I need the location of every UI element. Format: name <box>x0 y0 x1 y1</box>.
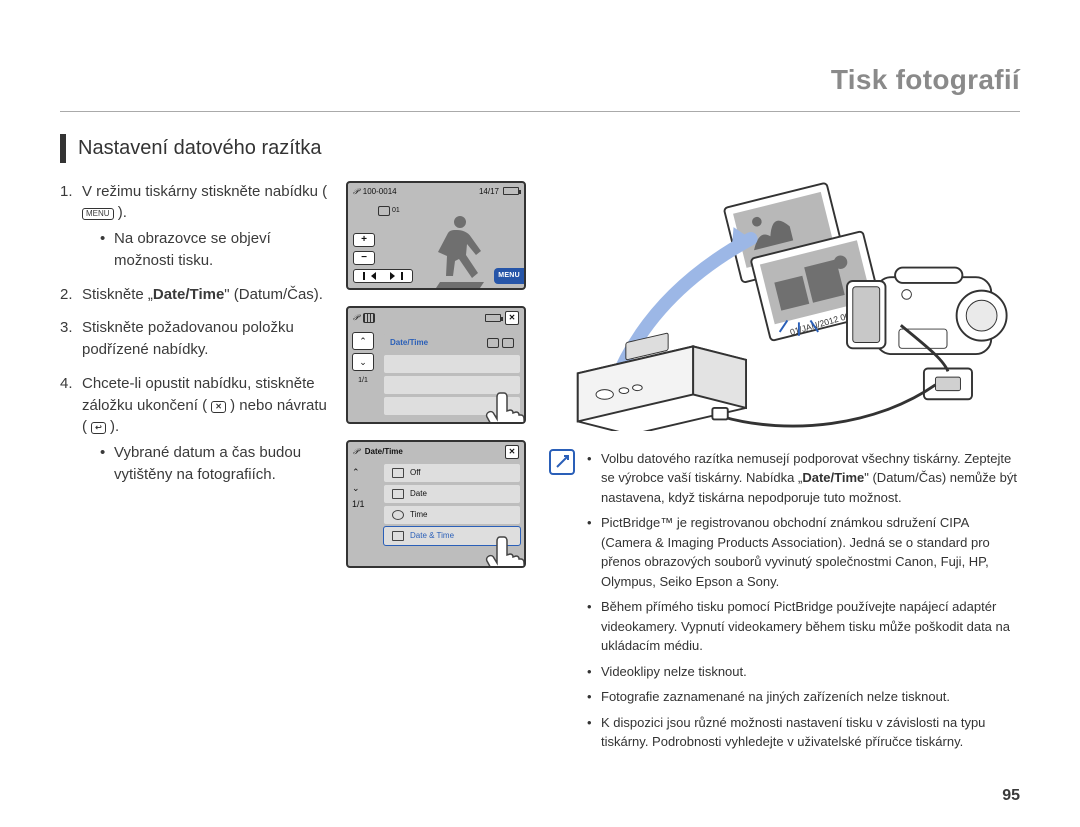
thumb-icon <box>487 338 499 348</box>
skater-silhouette <box>424 210 496 288</box>
option-time[interactable]: Time <box>384 506 520 524</box>
date-icon <box>392 489 404 499</box>
printer-icon: 𝒫 <box>353 312 359 324</box>
step-1: V režimu tiskárny stiskněte nabídku ( ME… <box>60 181 328 272</box>
note-item: Volbu datového razítka nemusejí podporov… <box>587 449 1020 508</box>
menu-tab[interactable]: MENU <box>494 268 524 284</box>
step-3: Stiskněte požadovanou položku podřízené … <box>60 317 328 361</box>
transport-bar[interactable] <box>353 269 413 283</box>
note-item: Během přímého tisku pomocí PictBridge po… <box>587 597 1020 656</box>
step-4-sub: Vybrané datum a čas budou vytištěny na f… <box>100 442 328 486</box>
menu-icon: MENU <box>82 208 114 220</box>
note-item: Videoklipy nelze tisknout. <box>587 662 1020 682</box>
lcd-screen-2: 𝒫 ✕ ⌃ ⌄ 1/1 Date/Time <box>346 306 526 424</box>
note-list: Volbu datového razítka nemusejí podporov… <box>587 449 1020 758</box>
note-item: Fotografie zaznamenané na jiných zařízen… <box>587 687 1020 707</box>
chapter-title: Tisk fotografií <box>60 60 1020 101</box>
note-block: Volbu datového razítka nemusejí podporov… <box>549 449 1020 758</box>
lcd-screen-1: 𝒫 100-0014 14/17 01 + − <box>346 181 526 291</box>
page-indicator: 1/1 <box>352 498 365 511</box>
option-off[interactable]: Off <box>384 464 520 482</box>
file-code: 100-0014 <box>363 186 397 198</box>
back-icon: ↩ <box>91 422 106 434</box>
steps-list: V režimu tiskárny stiskněte nabídku ( ME… <box>60 181 328 486</box>
close-button[interactable]: ✕ <box>505 445 519 459</box>
index-counter: 14/17 <box>479 186 499 198</box>
page: Tisk fotografií Nastavení datového razít… <box>0 0 1080 827</box>
time-icon <box>392 510 404 520</box>
finger-icon <box>482 390 526 424</box>
steps-column: V režimu tiskárny stiskněte nabídku ( ME… <box>60 181 328 758</box>
battery-icon <box>503 187 519 195</box>
note-item: K dispozici jsou různé možnosti nastaven… <box>587 713 1020 752</box>
right-column: 01/JAN/2012 00:00 <box>549 181 1020 758</box>
header-rule <box>60 111 1020 112</box>
finger-icon <box>482 534 526 568</box>
grid-icon <box>363 313 375 323</box>
menu-row[interactable] <box>384 355 520 373</box>
battery-icon <box>485 314 501 322</box>
connection-illustration: 01/JAN/2012 00:00 <box>549 181 1020 431</box>
minus-button[interactable]: − <box>353 251 375 265</box>
note-item: PictBridge™ je registrovanou obchodní zn… <box>587 513 1020 591</box>
plus-button[interactable]: + <box>353 233 375 247</box>
submenu-title: Date/Time <box>365 446 403 458</box>
section-title: Nastavení datového razítka <box>60 134 1020 163</box>
option-date[interactable]: Date <box>384 485 520 503</box>
close-button[interactable]: ✕ <box>505 311 519 325</box>
up-button[interactable]: ⌃ <box>352 466 365 479</box>
printer-icon: 𝒫 <box>353 446 359 458</box>
lcd-screen-3: 𝒫 Date/Time ✕ ⌃ ⌄ 1/1 Off Date Time Date… <box>346 440 526 568</box>
page-indicator: 1/1 <box>352 376 374 386</box>
thumb-icon <box>502 338 514 348</box>
datetime-icon <box>392 531 404 541</box>
step-2: Stiskněte „Date/Time" (Datum/Čas). <box>60 284 328 306</box>
printer-icon: 𝒫 <box>353 186 359 198</box>
close-icon: ✕ <box>211 401 226 413</box>
step-4: Chcete-li opustit nabídku, stiskněte zál… <box>60 373 328 486</box>
down-button[interactable]: ⌄ <box>352 482 365 495</box>
step-1-sub: Na obrazovce se objeví možnosti tisku. <box>100 228 328 272</box>
card-icon <box>378 206 390 216</box>
off-icon <box>392 468 404 478</box>
page-number: 95 <box>1002 784 1020 807</box>
note-icon <box>549 449 575 475</box>
lcd-column: 𝒫 100-0014 14/17 01 + − <box>346 181 531 758</box>
columns: V režimu tiskárny stiskněte nabídku ( ME… <box>60 181 1020 758</box>
down-button[interactable]: ⌄ <box>352 353 374 371</box>
up-button[interactable]: ⌃ <box>352 332 374 350</box>
menu-row-datetime[interactable]: Date/Time <box>384 334 520 352</box>
